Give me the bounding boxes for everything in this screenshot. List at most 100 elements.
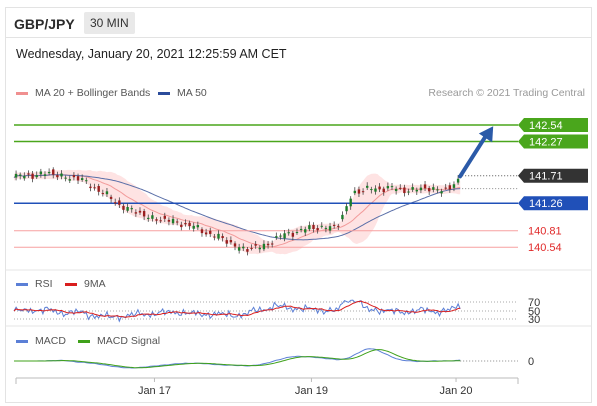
candle-body bbox=[93, 187, 96, 189]
candle-body bbox=[275, 236, 278, 238]
candle-body bbox=[89, 186, 92, 189]
candles bbox=[14, 167, 460, 256]
legend-rsi-label: RSI bbox=[35, 278, 53, 290]
x-tick-label: Jan 20 bbox=[440, 385, 473, 397]
legend-9ma-label: 9MA bbox=[84, 278, 106, 290]
credit-text: Research © 2021 Trading Central bbox=[428, 87, 585, 99]
candle-body bbox=[345, 206, 348, 212]
legend-macd-swatch bbox=[16, 339, 28, 343]
legend-ma50-swatch bbox=[158, 91, 170, 95]
candle-body bbox=[105, 191, 109, 195]
candle-body bbox=[415, 189, 418, 192]
symbol-title: GBP/JPY bbox=[14, 16, 75, 32]
candle-body bbox=[163, 215, 166, 219]
candle-body bbox=[353, 190, 357, 194]
projection-arrow-head bbox=[478, 126, 494, 143]
x-tick-label: Jan 19 bbox=[295, 385, 328, 397]
candle-body bbox=[258, 247, 262, 250]
candle-body bbox=[80, 178, 84, 181]
candle-body bbox=[52, 169, 55, 175]
candle-body bbox=[126, 207, 129, 211]
timestamp: Wednesday, January 20, 2021 12:25:59 AM … bbox=[16, 47, 287, 61]
legend-9ma-swatch bbox=[65, 282, 77, 286]
candle-body bbox=[432, 187, 435, 190]
candle-body bbox=[279, 235, 282, 237]
candle-body bbox=[328, 226, 332, 231]
candle-body bbox=[109, 196, 113, 199]
candle-body bbox=[43, 174, 47, 176]
level-tag bbox=[518, 196, 588, 211]
candle-body bbox=[312, 224, 315, 230]
candle-body bbox=[378, 186, 381, 190]
candle-body bbox=[440, 191, 443, 194]
candle-body bbox=[270, 243, 274, 245]
legend-ma50: MA 50 bbox=[158, 87, 207, 99]
candle-body bbox=[27, 173, 30, 175]
level-label: 141.26 bbox=[529, 198, 563, 210]
candle-body bbox=[262, 243, 266, 250]
candle-body bbox=[266, 243, 270, 246]
candle-body bbox=[386, 186, 390, 189]
candle-body bbox=[366, 185, 369, 188]
candle-body bbox=[374, 188, 377, 192]
candle-body bbox=[31, 173, 34, 179]
candle-body bbox=[159, 220, 162, 222]
candle-body bbox=[427, 188, 431, 192]
candle-body bbox=[436, 189, 439, 191]
level-tag bbox=[518, 134, 588, 149]
candle-body bbox=[283, 233, 286, 239]
candle-body bbox=[204, 232, 208, 235]
legend-macd-label: MACD bbox=[35, 335, 66, 347]
timeframe-button[interactable]: 30 MIN bbox=[84, 12, 135, 34]
candle-body bbox=[167, 219, 171, 222]
candle-body bbox=[448, 185, 452, 190]
candle-body bbox=[403, 187, 406, 194]
candle-body bbox=[64, 177, 67, 179]
legend-macd-signal-swatch bbox=[78, 339, 90, 343]
candle-body bbox=[85, 180, 88, 182]
candle-body bbox=[134, 212, 138, 214]
candle-body bbox=[151, 215, 154, 219]
candle-body bbox=[47, 171, 51, 174]
candle-body bbox=[399, 187, 402, 189]
candle-body bbox=[308, 225, 311, 230]
candle-body bbox=[39, 171, 43, 175]
candle-body bbox=[332, 224, 336, 226]
candle-body bbox=[147, 217, 150, 220]
candle-body bbox=[221, 236, 224, 239]
level-label: 142.27 bbox=[529, 137, 563, 149]
candle-body bbox=[382, 188, 385, 193]
macd-signal-line bbox=[14, 349, 461, 369]
candle-body bbox=[171, 218, 175, 224]
candle-body bbox=[192, 225, 195, 229]
level-label: 140.81 bbox=[528, 226, 562, 238]
candle-body bbox=[188, 222, 191, 227]
candle-body bbox=[122, 205, 125, 210]
candle-body bbox=[101, 193, 105, 195]
candle-body bbox=[407, 191, 410, 193]
candle-body bbox=[316, 228, 319, 231]
candle-body bbox=[196, 225, 200, 228]
candle-body bbox=[180, 224, 183, 228]
candle-body bbox=[97, 186, 100, 192]
x-tick-label: Jan 17 bbox=[138, 385, 171, 397]
rsi-tick-label: 30 bbox=[528, 314, 540, 326]
rsi-9ma-line bbox=[13, 300, 461, 318]
candle-body bbox=[254, 244, 257, 246]
candle-body bbox=[229, 240, 233, 243]
candle-body bbox=[456, 178, 460, 183]
legend-macd-signal-label: MACD Signal bbox=[97, 335, 161, 347]
candle-body bbox=[242, 246, 245, 249]
candle-body bbox=[175, 221, 179, 223]
candle-body bbox=[287, 232, 290, 234]
candle-body bbox=[452, 184, 456, 188]
legend-macd: MACD bbox=[16, 335, 66, 347]
candle-body bbox=[370, 189, 373, 191]
chart-header: GBP/JPY 30 MIN bbox=[5, 7, 592, 38]
candle-body bbox=[419, 187, 423, 191]
candle-body bbox=[233, 243, 237, 247]
candle-body bbox=[337, 225, 340, 227]
candle-body bbox=[394, 188, 398, 192]
candle-body bbox=[18, 174, 22, 176]
